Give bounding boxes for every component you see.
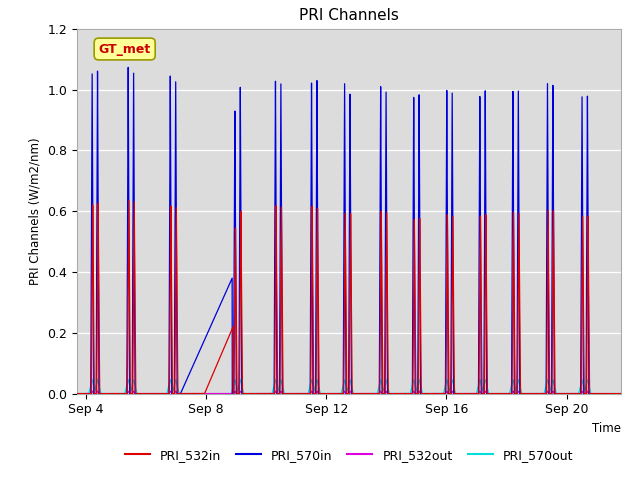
Text: GT_met: GT_met [99, 43, 151, 56]
Y-axis label: PRI Channels (W/m2/nm): PRI Channels (W/m2/nm) [29, 137, 42, 285]
Legend: PRI_532in, PRI_570in, PRI_532out, PRI_570out: PRI_532in, PRI_570in, PRI_532out, PRI_57… [120, 444, 578, 467]
X-axis label: Time: Time [592, 422, 621, 435]
Title: PRI Channels: PRI Channels [299, 9, 399, 24]
